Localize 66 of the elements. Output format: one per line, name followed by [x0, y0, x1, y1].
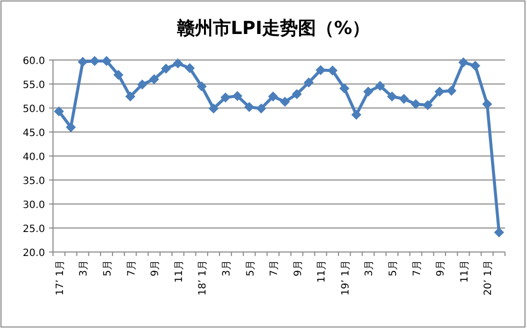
point — [220, 92, 230, 102]
y-tick-label: 45.0 — [22, 128, 45, 139]
point — [292, 89, 302, 100]
point — [446, 86, 456, 96]
x-tick-label: 11月 — [174, 260, 185, 283]
point — [172, 58, 183, 68]
x-tick-label: 9月 — [292, 260, 304, 276]
point — [470, 60, 480, 71]
point — [208, 103, 219, 114]
x-tick-label: 20’ 1月 — [483, 260, 494, 296]
y-tick-label: 25.0 — [22, 224, 45, 235]
x-tick-label: 11月 — [459, 260, 470, 283]
y-tick-label: 60.0 — [22, 56, 45, 67]
y-tick-label: 40.0 — [22, 152, 45, 163]
x-tick-label: 3月 — [364, 260, 376, 276]
point — [494, 227, 504, 238]
point — [232, 91, 242, 101]
y-tick-label: 35.0 — [22, 176, 45, 187]
point — [375, 80, 386, 91]
point — [196, 81, 207, 92]
x-tick-label: 9月 — [150, 260, 162, 276]
x-tick-label: 11月 — [316, 260, 328, 283]
point — [149, 74, 160, 84]
point — [256, 103, 266, 114]
x-tick-label: 9月 — [436, 260, 447, 276]
point — [184, 63, 195, 74]
point — [66, 122, 76, 132]
point — [54, 106, 64, 116]
point — [339, 83, 350, 94]
point — [422, 100, 433, 110]
point — [304, 78, 314, 88]
title: 赣州市LPI走势图（%） — [176, 18, 370, 39]
point — [387, 91, 397, 102]
point — [125, 91, 136, 102]
point — [434, 86, 445, 97]
x-tick-label: 7月 — [412, 260, 423, 276]
x-tick-label: 5月 — [388, 260, 399, 276]
x-tick-label: 3月 — [221, 260, 232, 276]
point — [268, 91, 278, 102]
point — [161, 64, 171, 74]
point — [102, 56, 112, 66]
point — [398, 94, 409, 104]
y-tick-label: 20.0 — [22, 248, 45, 259]
x-tick-label: 5月 — [245, 260, 256, 276]
x-tick-label: 7月 — [269, 260, 280, 276]
point — [351, 110, 362, 120]
point — [137, 79, 148, 90]
x-tick-label: 3月 — [78, 260, 90, 276]
point — [363, 86, 374, 97]
y-tick-label: 55.0 — [22, 80, 45, 91]
point — [244, 102, 254, 112]
x-tick-label: 17’ 1月 — [54, 260, 66, 296]
point — [113, 70, 124, 80]
point — [328, 66, 338, 76]
point — [458, 57, 468, 68]
x-tick-label: 7月 — [126, 260, 138, 276]
y-tick-label: 30.0 — [22, 200, 45, 211]
point — [280, 96, 290, 107]
y-tick-label: 50.0 — [22, 104, 45, 115]
point — [78, 56, 88, 67]
point — [482, 99, 492, 110]
point — [316, 65, 326, 76]
x-tick-label: 19’ 1月 — [340, 260, 352, 296]
x-tick-label: 5月 — [102, 260, 114, 276]
x-tick-label: 18’ 1月 — [198, 260, 209, 296]
point — [410, 99, 421, 110]
